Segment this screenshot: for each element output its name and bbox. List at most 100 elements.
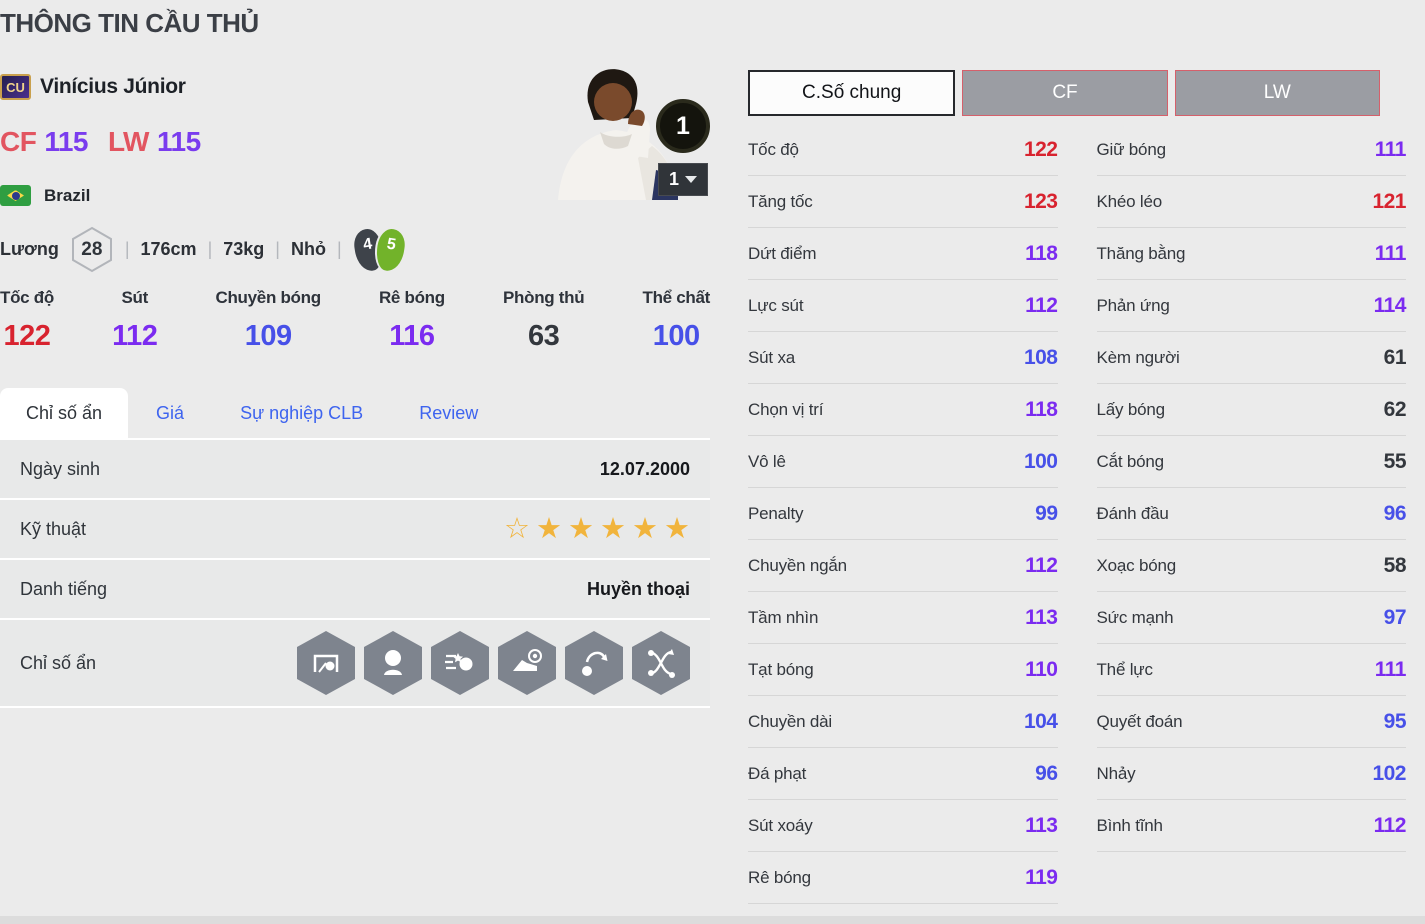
tab[interactable]: Review [419,402,479,423]
star-filled-icon: ★ [568,512,594,545]
stat-value: 119 [1025,865,1058,889]
skill-stars: ☆ ★ ★ ★ ★ ★ [504,512,690,545]
player-info-table: Ngày sinh 12.07.2000 Kỹ thuật ☆ ★ ★ ★ ★ ★ Dan… [0,438,710,708]
summary-stat-value: 109 [244,320,292,352]
stat-row: Sút xoáy 113 [748,800,1058,852]
stat-value: 102 [1372,761,1406,785]
detail-stats-right-column: Giữ bóng 111 Khéo léo 121 Thăng bằng 111… [1096,124,1407,904]
foot-ratings: 4 5 [351,226,407,273]
player-meta-row: Lương 28 | 176cm | 73kg | Nhỏ | 4 5 [0,226,407,273]
star-filled-icon: ★ [600,512,626,545]
position-overall: 115 [157,126,201,157]
nation-row: Brazil [0,185,90,206]
goal-poacher-icon [297,631,355,695]
stat-value: 108 [1023,345,1058,369]
position-label: CF [0,126,37,157]
stat-label: Chuyền dài [748,711,833,731]
stat-row: Lực sút 112 [748,280,1058,332]
stat-row: Tăng tốc 123 [748,176,1058,228]
tab[interactable]: Sự nghiệp CLB [240,402,364,423]
stat-value: 62 [1383,397,1407,421]
header-icon [364,631,422,695]
summary-stat-value: 122 [3,320,51,352]
stat-label: Quyết đoán [1096,711,1183,731]
fame-label: Danh tiếng [20,578,108,599]
stat-label: Đánh đầu [1096,503,1169,523]
stat-label: Dứt điểm [748,243,817,263]
stat-label: Lực sút [748,295,804,315]
stat-value: 118 [1025,397,1058,421]
stat-label: Đá phạt [748,763,807,783]
fame-value: Huyền thoại [586,578,690,599]
summary-stat-value: 116 [389,320,435,352]
stat-row: Khéo léo 121 [1096,176,1406,228]
summary-stats: Tốc độ 122 Sút 112 Chuyền bóng 109 Rê bó… [0,288,710,353]
stat-label: Tốc độ [748,139,799,159]
tab[interactable]: Giá [156,402,185,423]
stat-value: 55 [1383,449,1407,473]
birthdate-value: 12.07.2000 [599,458,690,479]
stat-row: Chuyền ngắn 112 [748,540,1058,592]
stat-row: Sút xa 108 [748,332,1058,384]
salary-value: 28 [81,238,103,260]
birthdate-row: Ngày sinh 12.07.2000 [0,440,710,500]
stat-view-button[interactable]: LW [1174,70,1380,116]
stat-row: Rê bóng 119 [748,852,1058,904]
stat-row: Phản ứng 114 [1096,280,1407,332]
hidden-stat-icons [297,631,690,695]
nation-name: Brazil [44,185,91,205]
stat-label: Chuyền ngắn [748,555,847,575]
accurate-shot-icon [498,631,556,695]
level-select-dropdown[interactable]: 1 [658,163,708,196]
stat-label: Tầm nhìn [748,607,819,627]
stat-value: 111 [1374,241,1407,265]
separator: | [336,239,342,259]
player-weight: 73kg [223,239,265,259]
summary-stat-value: 63 [528,320,560,352]
detail-stats: Tốc độ 122 Tăng tốc 123 Dứt điểm 118 Lực… [748,124,1407,904]
player-name: Vinícius Júnior [40,75,186,98]
stat-row: Bình tĩnh 112 [1096,800,1407,852]
tab[interactable]: Chỉ số ẩn [0,388,129,438]
stat-row: Giữ bóng 111 [1096,124,1407,176]
separator: | [124,239,130,259]
stat-row: Xoạc bóng 58 [1096,540,1407,592]
fame-row: Danh tiếng Huyền thoại [0,560,710,620]
hidden-stats-label: Chỉ số ẩn [20,652,97,673]
summary-stat-label: Tốc độ [0,288,54,307]
stat-value: 96 [1383,501,1407,525]
stat-value: 97 [1383,605,1407,629]
stat-label: Sút xa [748,347,795,367]
summary-stat-value: 112 [112,320,158,352]
summary-stat-label: Rê bóng [378,288,445,307]
stat-value: 110 [1025,657,1058,681]
summary-stat-label: Sút [121,288,148,307]
stat-value: 96 [1035,761,1058,785]
stat-row: Thăng bằng 111 [1096,228,1407,280]
stat-value: 112 [1373,813,1407,837]
upgrade-level-badge: 1 [656,99,710,153]
position-rating: CF 115 [0,126,88,158]
salary-label: Lương [0,239,59,259]
summary-stat: Thể chất 100 [642,288,710,353]
stat-label: Thể lực [1096,659,1153,679]
stat-value: 113 [1025,605,1058,629]
skill-moves-label: Kỹ thuật [20,518,87,539]
stat-view-button[interactable]: CF [962,70,1168,116]
stat-row: Tạt bóng 110 [748,644,1058,696]
stat-view-button[interactable]: C.Số chung [748,70,956,116]
summary-stat: Chuyền bóng 109 [216,288,322,353]
separator: | [207,239,213,259]
stat-label: Tăng tốc [748,191,813,211]
position-overall: 115 [44,126,88,157]
summary-stat: Sút 112 [112,288,158,353]
stat-row: Chọn vị trí 118 [748,384,1058,436]
stat-value: 112 [1025,553,1058,577]
stat-row: Tầm nhìn 113 [748,592,1058,644]
stat-label: Nhảy [1096,763,1136,783]
stat-value: 121 [1372,189,1406,213]
position-rating: LW 115 [108,126,201,158]
summary-stat-label: Phòng thủ [503,288,585,307]
stat-label: Xoạc bóng [1096,555,1177,575]
cu-card-badge: CU [0,74,31,100]
